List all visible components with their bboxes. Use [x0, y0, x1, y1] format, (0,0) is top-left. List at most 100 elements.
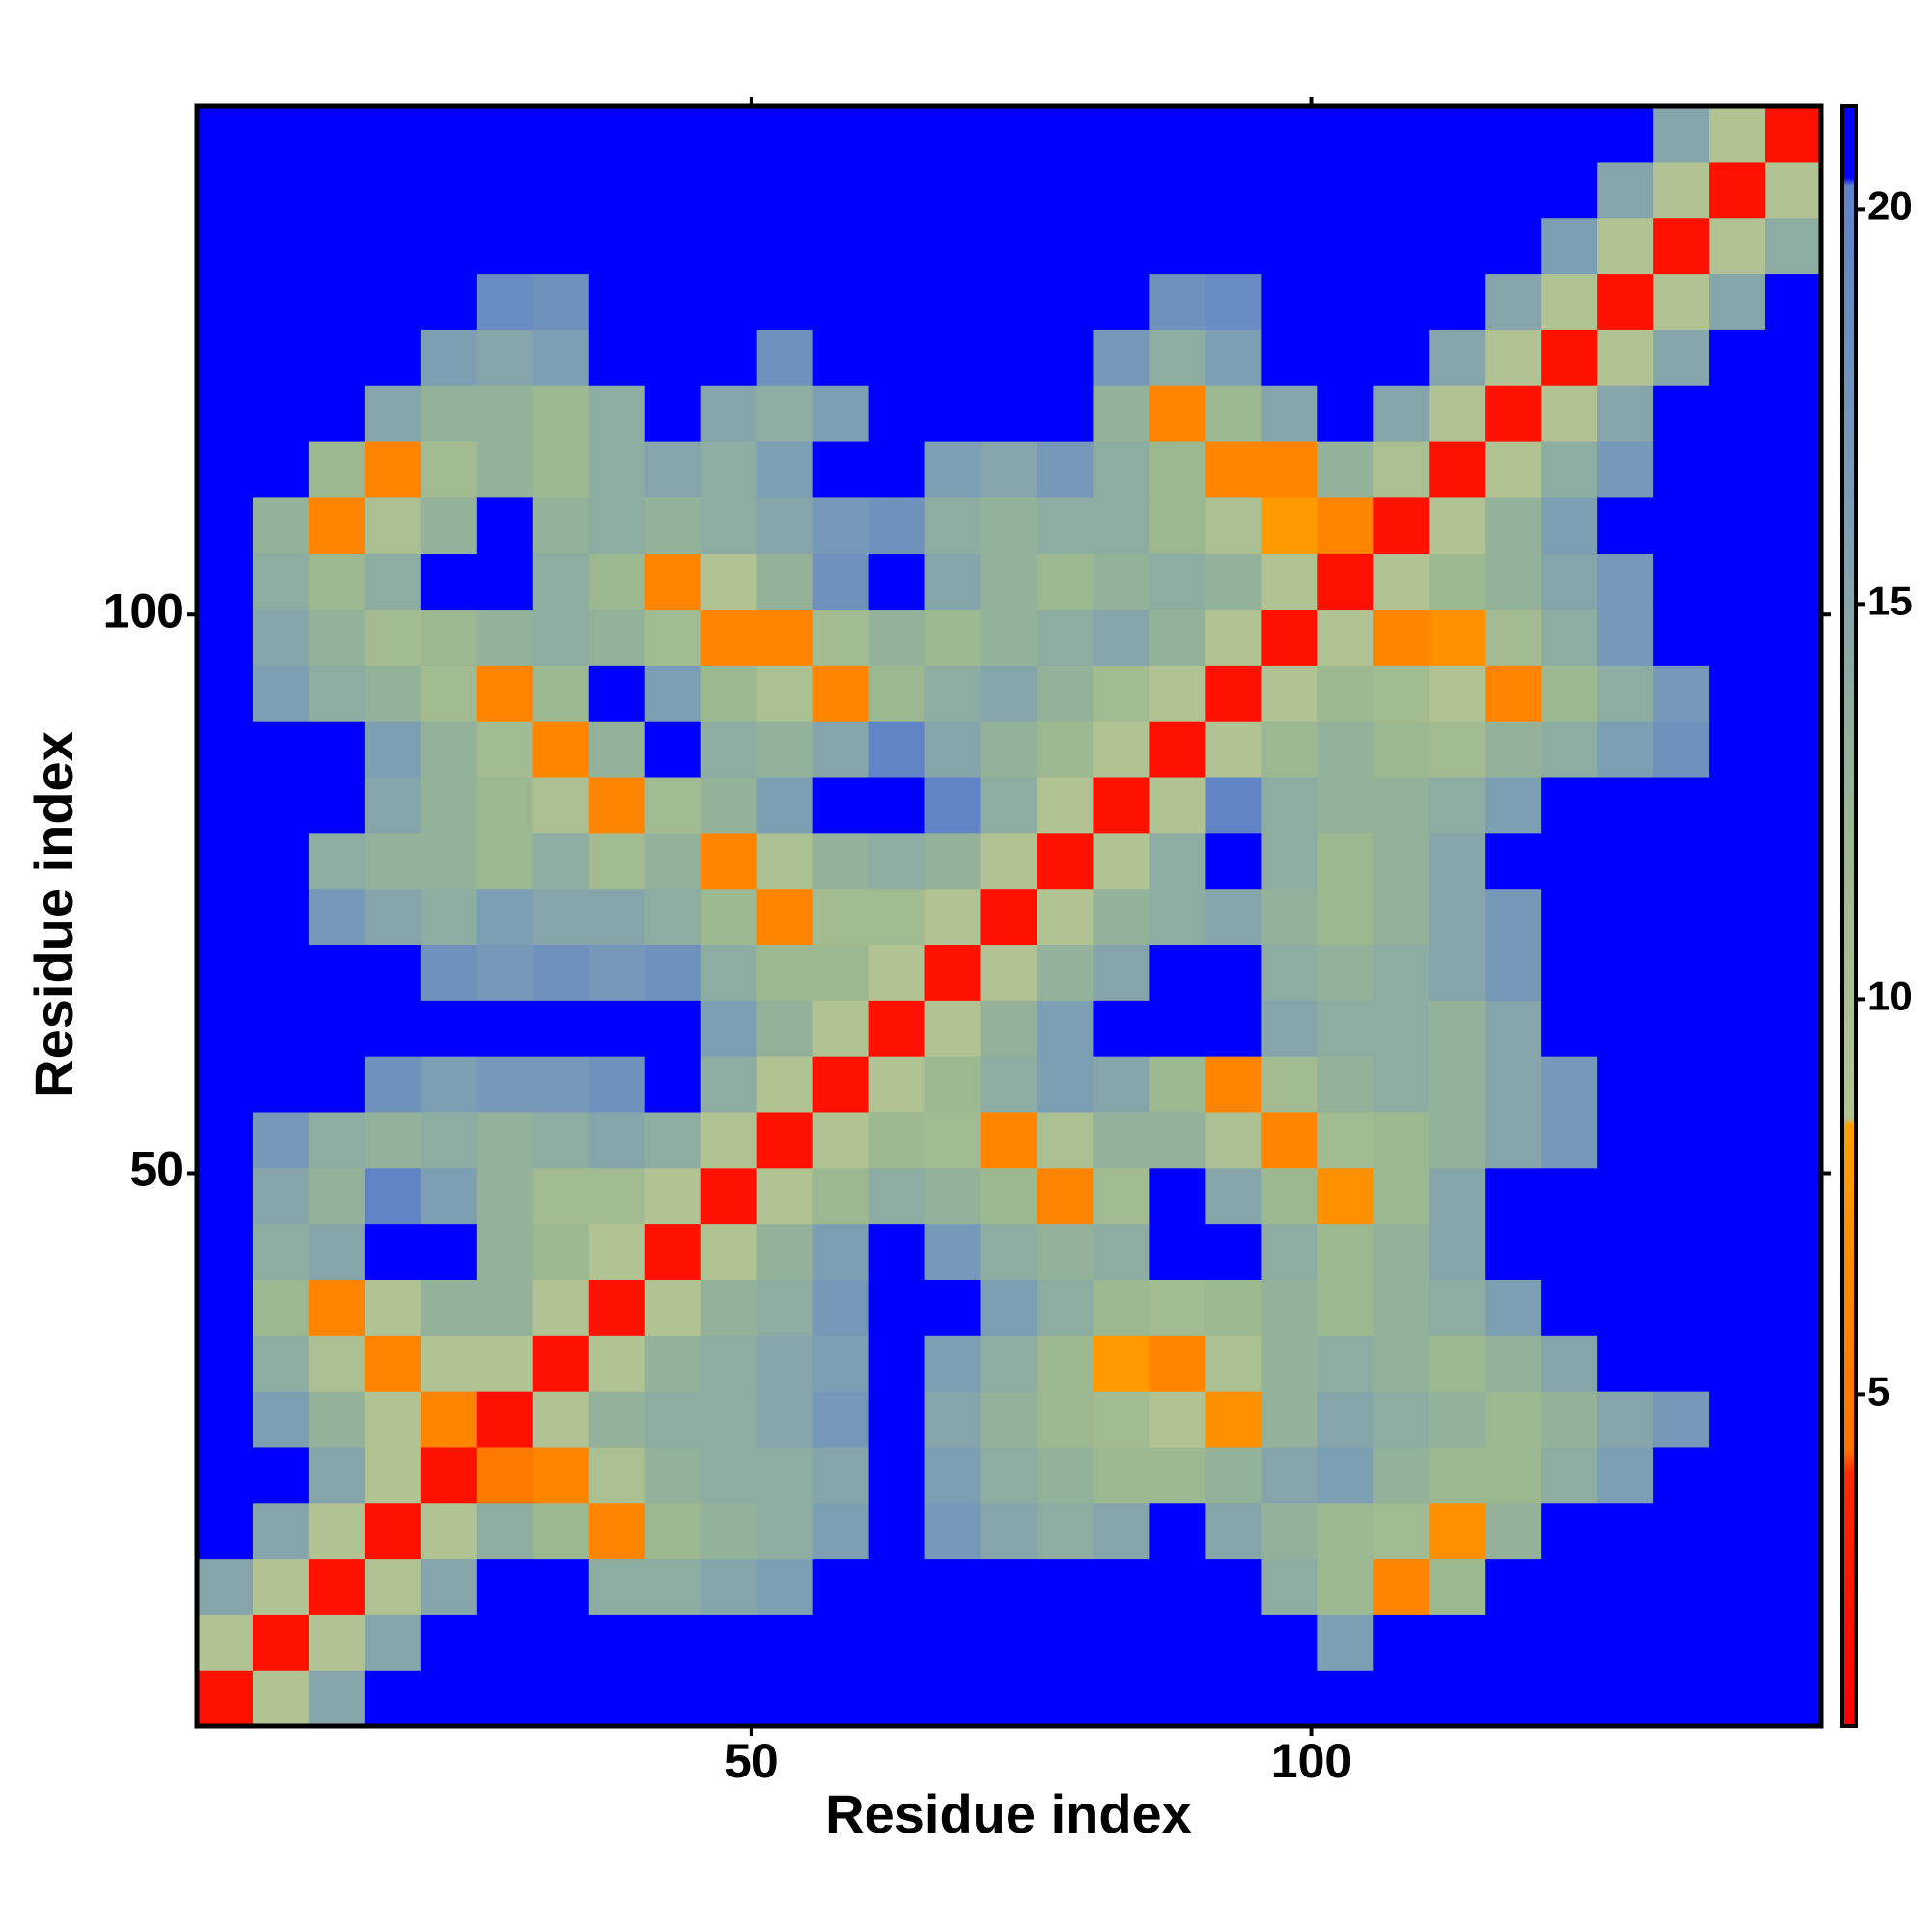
heatmap-cell	[476, 553, 534, 611]
heatmap-cell	[1429, 497, 1486, 554]
heatmap-cell	[1205, 888, 1262, 946]
heatmap-cell	[1149, 553, 1206, 611]
heatmap-cell	[1373, 944, 1430, 1001]
heatmap-cell	[812, 1670, 870, 1727]
heatmap-cell	[1709, 832, 1766, 890]
heatmap-cell	[644, 1446, 702, 1504]
heatmap-cell	[1597, 1335, 1654, 1392]
heatmap-cell	[756, 440, 814, 498]
heatmap-cell	[1485, 776, 1542, 834]
heatmap-cell	[1485, 1056, 1542, 1113]
heatmap-cell	[197, 329, 254, 386]
heatmap-cell	[812, 1223, 870, 1280]
heatmap-cell	[1261, 1000, 1318, 1057]
heatmap-cell	[1093, 440, 1151, 498]
heatmap-cell	[756, 1279, 814, 1336]
heatmap-cell	[1485, 721, 1542, 778]
heatmap-cell	[1261, 553, 1318, 611]
heatmap-cell	[1149, 161, 1206, 219]
heatmap-cell	[420, 385, 478, 442]
heatmap-cell	[1709, 1111, 1766, 1169]
heatmap-cell	[1653, 832, 1710, 890]
heatmap-cell	[1709, 721, 1766, 778]
heatmap-cell	[1653, 1502, 1710, 1560]
heatmap-cell	[197, 1558, 254, 1615]
heatmap-cell	[364, 161, 422, 219]
heatmap-cell	[756, 721, 814, 778]
heatmap-cell	[1653, 609, 1710, 666]
heatmap-cell	[1597, 832, 1654, 890]
heatmap-cell	[252, 1167, 310, 1225]
heatmap-cell	[1765, 721, 1822, 778]
heatmap-cell	[252, 776, 310, 834]
heatmap-cell	[364, 832, 422, 890]
heatmap-cell	[1093, 106, 1151, 163]
heatmap-cell	[1317, 329, 1374, 386]
heatmap-cell	[980, 329, 1038, 386]
heatmap-cell	[308, 1335, 366, 1392]
heatmap-cell	[1653, 553, 1710, 611]
heatmap-cell	[588, 1446, 646, 1504]
heatmap-cell	[197, 609, 254, 666]
heatmap-cell	[308, 609, 366, 666]
heatmap-cell	[252, 1614, 310, 1671]
heatmap-cell	[700, 1446, 758, 1504]
heatmap-cell	[252, 1502, 310, 1560]
heatmap-cell	[1541, 440, 1598, 498]
heatmap-cell	[1597, 553, 1654, 611]
heatmap-cell	[1093, 497, 1151, 554]
heatmap-cell	[420, 497, 478, 554]
heatmap-cell	[197, 1614, 254, 1671]
heatmap-cell	[308, 1670, 366, 1727]
heatmap-cell	[252, 1279, 310, 1336]
heatmap-cell	[1429, 106, 1486, 163]
heatmap-cell	[476, 944, 534, 1001]
heatmap-cell	[924, 1446, 982, 1504]
heatmap-cell	[1541, 1056, 1598, 1113]
heatmap-cell	[812, 1614, 870, 1671]
heatmap-cell	[1205, 1446, 1262, 1504]
heatmap-cell	[1709, 553, 1766, 611]
heatmap-cell	[420, 1223, 478, 1280]
heatmap-cell	[924, 944, 982, 1001]
heatmap-cell	[197, 553, 254, 611]
heatmap-cell	[980, 665, 1038, 722]
heatmap-cell	[1429, 1614, 1486, 1671]
heatmap-cell	[1485, 217, 1542, 275]
heatmap-cell	[700, 1000, 758, 1057]
heatmap-cell	[644, 385, 702, 442]
heatmap-cell	[1597, 217, 1654, 275]
heatmap-cell	[1037, 1558, 1094, 1615]
heatmap-cell	[1429, 776, 1486, 834]
colorbar-tick-label: 15	[1867, 578, 1913, 623]
heatmap-cell	[1541, 721, 1598, 778]
heatmap-cell	[1597, 1056, 1654, 1113]
heatmap-cell	[476, 1391, 534, 1448]
heatmap-cell	[812, 776, 870, 834]
heatmap-cell	[1541, 1614, 1598, 1671]
heatmap-cell	[700, 106, 758, 163]
heatmap-cell	[1429, 888, 1486, 946]
heatmap-cell	[1597, 609, 1654, 666]
heatmap-cell	[1261, 721, 1318, 778]
heatmap-cell	[1037, 609, 1094, 666]
heatmap-cell	[420, 329, 478, 386]
heatmap-cell	[1709, 609, 1766, 666]
heatmap-cell	[1541, 106, 1598, 163]
heatmap-cell	[1709, 888, 1766, 946]
heatmap-cell	[700, 217, 758, 275]
heatmap-cell	[1373, 553, 1430, 611]
heatmap-cell	[1261, 1502, 1318, 1560]
heatmap-cell	[1149, 497, 1206, 554]
heatmap-cell	[1597, 329, 1654, 386]
heatmap-cell	[1541, 1446, 1598, 1504]
heatmap-cell	[364, 721, 422, 778]
heatmap-cell	[308, 273, 366, 330]
heatmap-cell	[1205, 1167, 1262, 1225]
heatmap-cell	[1149, 1558, 1206, 1615]
heatmap-cell	[700, 385, 758, 442]
heatmap-cell	[644, 329, 702, 386]
heatmap-cell	[1037, 553, 1094, 611]
heatmap-cell	[1765, 329, 1822, 386]
heatmap-cell	[756, 1223, 814, 1280]
